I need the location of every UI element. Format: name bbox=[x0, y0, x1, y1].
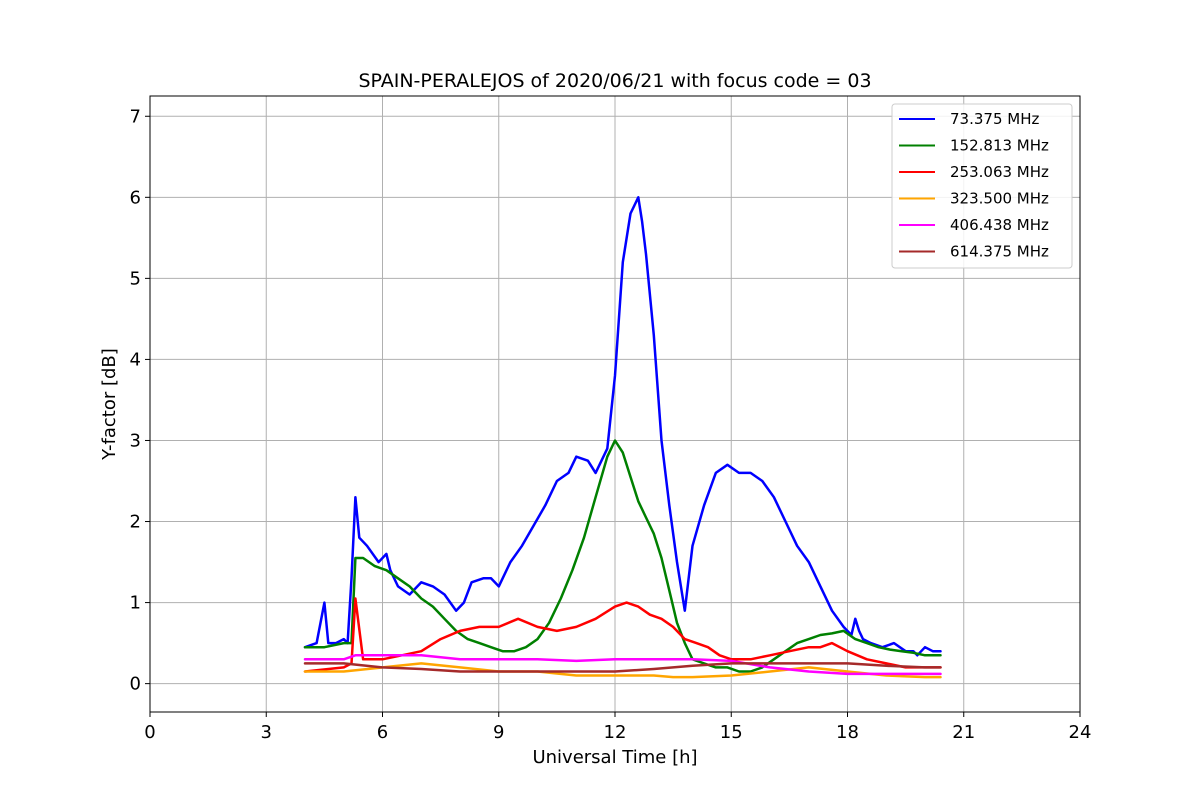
x-tick-label: 3 bbox=[261, 722, 272, 743]
legend-label: 614.375 MHz bbox=[950, 243, 1049, 261]
x-axis-ticks: 0 3 6 9 12 15 18 21 24 bbox=[144, 712, 1091, 743]
y-tick-label: 7 bbox=[130, 106, 141, 127]
x-tick-label: 15 bbox=[720, 722, 743, 743]
y-axis-ticks: 0 1 2 3 4 5 6 7 bbox=[130, 106, 150, 695]
x-tick-label: 21 bbox=[952, 722, 975, 743]
legend-box bbox=[891, 103, 1073, 269]
series-line-4 bbox=[303, 654, 942, 676]
legend-label: 152.813 MHz bbox=[950, 137, 1049, 155]
legend-label: 406.438 MHz bbox=[950, 216, 1049, 234]
x-tick-label: 12 bbox=[604, 722, 627, 743]
series-line-5 bbox=[303, 662, 942, 673]
y-tick-label: 1 bbox=[130, 593, 141, 614]
y-tick-label: 0 bbox=[130, 674, 141, 695]
series-line-2 bbox=[303, 597, 942, 673]
series-line-0 bbox=[303, 196, 942, 657]
y-axis-title: Y-factor [dB] bbox=[99, 348, 120, 461]
legend-label: 253.063 MHz bbox=[950, 163, 1049, 181]
y-tick-label: 3 bbox=[130, 430, 141, 451]
y-tick-label: 5 bbox=[130, 268, 141, 289]
y-tick-label: 6 bbox=[130, 187, 141, 208]
y-tick-label: 4 bbox=[130, 349, 141, 370]
x-tick-label: 6 bbox=[377, 722, 388, 743]
x-axis-title: Universal Time [h] bbox=[532, 747, 697, 768]
x-tick-label: 24 bbox=[1069, 722, 1092, 743]
y-tick-label: 2 bbox=[130, 512, 141, 533]
legend-label: 323.500 MHz bbox=[950, 190, 1049, 208]
series-line-3 bbox=[303, 662, 942, 679]
legend-label: 73.375 MHz bbox=[950, 110, 1039, 128]
x-tick-label: 18 bbox=[836, 722, 859, 743]
series-line-1 bbox=[303, 439, 942, 673]
series-group bbox=[303, 196, 942, 679]
chart-title: SPAIN-PERALEJOS of 2020/06/21 with focus… bbox=[358, 70, 871, 92]
legend: 73.375 MHz 152.813 MHz 253.063 MHz 323.500 … bbox=[891, 103, 1073, 269]
x-tick-label: 9 bbox=[493, 722, 504, 743]
x-tick-label: 0 bbox=[144, 722, 155, 743]
